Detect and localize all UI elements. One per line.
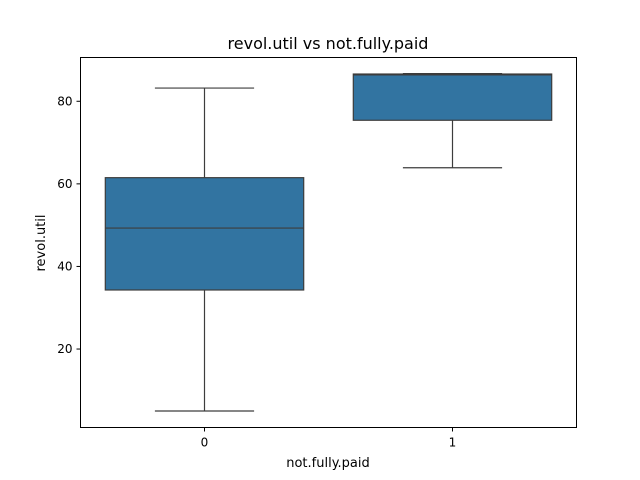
box-group-1 [352,73,553,169]
box-0 [104,177,305,291]
y-axis-label: revol.util [34,214,49,271]
box-1 [352,73,553,121]
y-tick-label-40: 40 [57,259,72,273]
box-group-0 [104,87,305,412]
x-tick-label-0: 0 [201,436,209,450]
plot-layer [104,73,553,412]
plot-frame [80,57,577,428]
x-axis-label: not.fully.paid [286,456,370,471]
y-tick-label-80: 80 [57,94,72,108]
y-tick-label-60: 60 [57,177,72,191]
x-tick-label-1: 1 [449,436,457,450]
y-axis: 20 40 60 80 [57,94,81,356]
y-tick-label-20: 20 [57,342,72,356]
chart-title: revol.util vs not.fully.paid [228,34,429,53]
